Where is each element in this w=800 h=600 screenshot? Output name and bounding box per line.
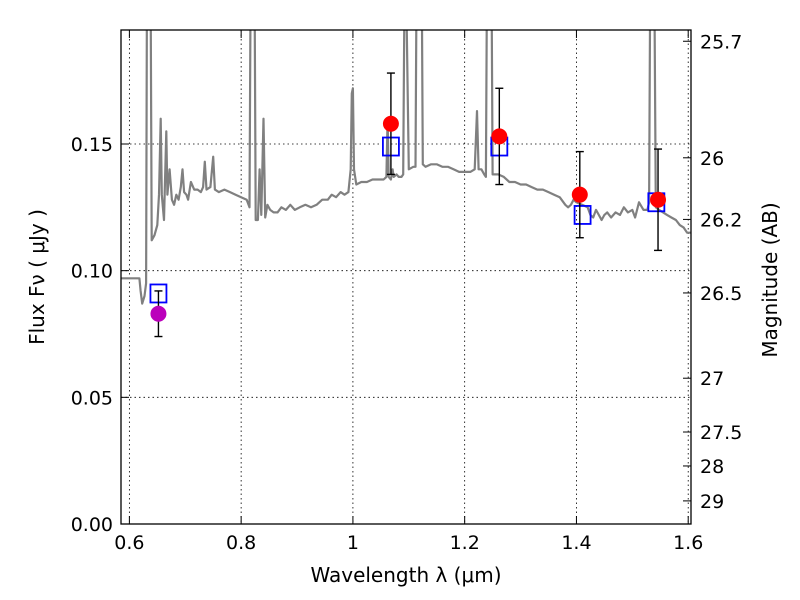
y-tick-label: 0.10 [71,261,113,283]
x-tick-label: 1.2 [450,532,480,554]
y-tick-label: 0.05 [71,387,113,409]
x-tick-label: 1.4 [561,532,591,554]
observed-point [571,186,588,203]
mag-tick-label: 26 [700,148,724,170]
mag-tick-label: 25.7 [700,31,742,53]
model-band-square [573,205,592,225]
y-tick-label: 0.15 [71,134,113,156]
mag-tick-label: 26.5 [700,283,742,305]
mag-tick-label: 26.2 [700,209,742,231]
x-tick-label: 0.8 [226,532,256,554]
mag-tick-label: 27.5 [700,422,742,444]
observed-point [150,305,167,322]
mag-tick-label: 29 [700,491,724,513]
data-layer [121,30,691,338]
x-tick-label: 1.6 [673,532,703,554]
y-tick-label: 0.00 [71,514,113,536]
right-axis-label: Magnitude (AB) [758,202,782,357]
plot-frame [120,29,692,525]
observed-point [650,191,667,208]
ticks: 0.6 0.8 1 1.2 1.4 1.6 0.00 0.05 0.10 0.15 25.7 26 26… [71,30,742,554]
x-tick-label: 0.6 [114,532,144,554]
x-axis-label: Wavelength λ (μm) [310,563,501,587]
mag-tick-label: 28 [700,456,724,478]
observed-point [491,128,508,145]
x-tick-label: 1 [347,532,359,554]
model-spectrum-line [121,30,691,305]
plot-area [121,30,691,524]
mag-tick-label: 27 [700,368,724,390]
y-axis-label: Flux Fν ( μJy ) [25,209,49,345]
observed-point [382,115,399,132]
